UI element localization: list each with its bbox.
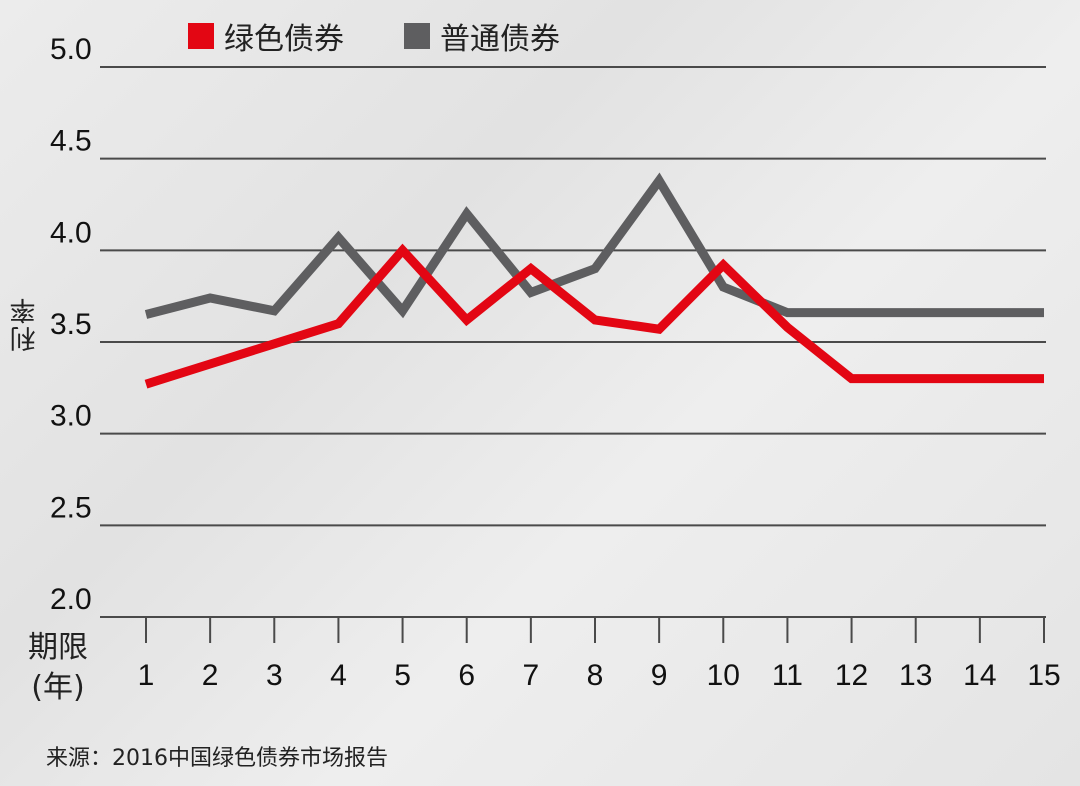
series-line-normal-bonds: [144, 172, 1044, 319]
y-tick-label: 2.5: [50, 491, 92, 524]
legend-label-normal: 普通债券: [440, 22, 560, 57]
source-note: 来源：2016中国绿色债券市场报告: [46, 746, 388, 771]
y-tick-label: 4.0: [50, 216, 92, 249]
legend-item-normal: 普通债券: [404, 14, 560, 58]
x-tick-label: 7: [523, 659, 540, 692]
x-tick-label: 8: [587, 659, 604, 692]
x-tick-label: 1: [138, 659, 155, 692]
y-tick-label: 4.5: [50, 125, 92, 158]
legend-swatch-normal: [404, 23, 430, 49]
x-tick-label: 3: [266, 659, 283, 692]
axis-tick-labels: 5.04.54.03.53.02.52.01 2 3 4 5 6 7 8 9 10 11 12 13 14…: [50, 33, 1061, 692]
x-tick-label: 14: [963, 659, 996, 692]
x-tick-label: 15: [1027, 659, 1060, 692]
x-axis-label-line1: 期限: [28, 630, 88, 665]
series-line-green-bonds: [144, 243, 1044, 389]
x-tick-label: 10: [707, 659, 740, 692]
y-tick-label: 3.5: [50, 308, 92, 341]
y-tick-label: 5.0: [50, 33, 92, 66]
x-tick-label: 9: [651, 659, 668, 692]
series-lines: [144, 172, 1044, 389]
legend: 绿色债券 普通债券: [188, 14, 560, 58]
x-axis-label-line2: (年): [31, 670, 85, 705]
legend-label-green: 绿色债券: [224, 22, 344, 57]
x-tick-label: 11: [772, 659, 803, 692]
y-tick-label: 2.0: [50, 583, 92, 616]
x-tick-label: 13: [899, 659, 932, 692]
x-tick-label: 12: [835, 659, 868, 692]
legend-swatch-green: [188, 23, 214, 49]
x-tick-label: 5: [394, 659, 411, 692]
x-axis-ticks: [145, 617, 1045, 643]
x-axis-label: 期限 (年): [28, 628, 88, 708]
legend-item-green: 绿色债券: [188, 14, 344, 58]
grid-lines: [100, 66, 1046, 618]
x-tick-label: 6: [458, 659, 475, 692]
x-tick-label: 4: [330, 659, 347, 692]
y-tick-label: 3.0: [50, 400, 92, 433]
x-tick-label: 2: [202, 659, 219, 692]
y-axis-label: 利率: [10, 296, 40, 352]
